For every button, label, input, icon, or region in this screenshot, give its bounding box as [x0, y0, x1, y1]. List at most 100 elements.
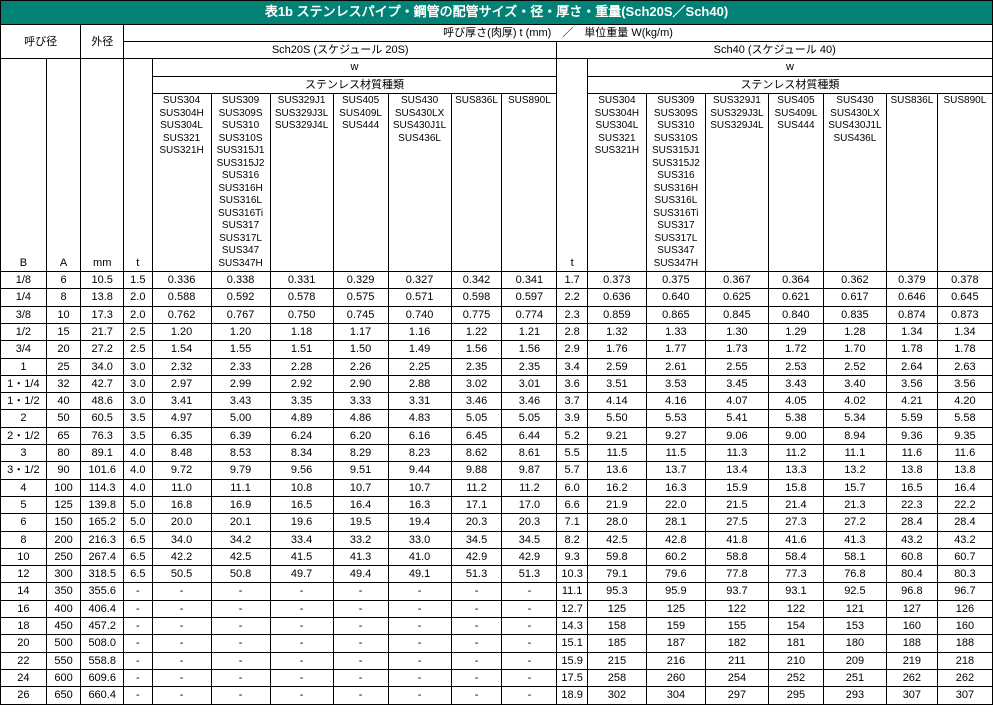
cell: 355.6 [81, 583, 124, 600]
cell: 1.51 [270, 341, 333, 358]
cell: - [502, 652, 557, 669]
mat-col: SUS329J1 SUS329J3L SUS329J4L [705, 94, 768, 272]
cell: 5.0 [124, 496, 152, 513]
cell: 0.367 [705, 272, 768, 289]
cell: 2.0 [124, 306, 152, 323]
table-row: 18450457.2--------14.3158159155154153160… [1, 618, 993, 635]
cell: 13.8 [937, 462, 992, 479]
cell: - [451, 669, 502, 686]
cell: 8.23 [388, 445, 451, 462]
cell: 80.3 [937, 566, 992, 583]
cell: 13.3 [768, 462, 823, 479]
mat-col: SUS430 SUS430LX SUS430J1L SUS436L [823, 94, 886, 272]
cell: 125 [646, 600, 705, 617]
cell: 0.375 [646, 272, 705, 289]
cell: - [211, 600, 270, 617]
cell: 11.2 [451, 479, 502, 496]
cell: 0.364 [768, 272, 823, 289]
cell: 2.35 [502, 358, 557, 375]
cell: 96.7 [937, 583, 992, 600]
cell: 0.327 [388, 272, 451, 289]
cell: 400 [46, 600, 81, 617]
cell: 101.6 [81, 462, 124, 479]
cell: 20 [46, 341, 81, 358]
cell: 307 [937, 687, 992, 704]
cell: 181 [768, 635, 823, 652]
cell: - [333, 669, 388, 686]
cell: 41.3 [333, 548, 388, 565]
cell: - [211, 583, 270, 600]
cell: 11.6 [886, 445, 937, 462]
cell: - [451, 618, 502, 635]
cell: 252 [768, 669, 823, 686]
cell: 3・1/2 [1, 462, 47, 479]
cell: 11.5 [587, 445, 646, 462]
cell: 5.38 [768, 410, 823, 427]
cell: 3.4 [557, 358, 588, 375]
cell: 0.588 [152, 289, 211, 306]
cell: 1.54 [152, 341, 211, 358]
cell: 16.9 [211, 496, 270, 513]
cell: - [333, 583, 388, 600]
cell: 1.77 [646, 341, 705, 358]
cell: 550 [46, 652, 81, 669]
cell: - [333, 687, 388, 704]
cell: 34.0 [81, 358, 124, 375]
cell: 1.16 [388, 323, 451, 340]
cell: 1/2 [1, 323, 47, 340]
cell: 0.774 [502, 306, 557, 323]
cell: - [502, 583, 557, 600]
cell: 1.56 [502, 341, 557, 358]
cell: - [502, 600, 557, 617]
cell: 22.0 [646, 496, 705, 513]
cell: 16.2 [587, 479, 646, 496]
cell: 126 [937, 600, 992, 617]
cell: 8.29 [333, 445, 388, 462]
cell: 211 [705, 652, 768, 669]
table-row: 26650660.4--------18.9302304297295293307… [1, 687, 993, 704]
cell: 1.7 [557, 272, 588, 289]
cell: 4.02 [823, 393, 886, 410]
cell: 42.9 [451, 548, 502, 565]
cell: 41.6 [768, 531, 823, 548]
table-row: 20500508.0--------15.1185187182181180188… [1, 635, 993, 652]
table-row: 3・1/290101.64.09.729.799.569.519.449.889… [1, 462, 993, 479]
cell: 1/8 [1, 272, 47, 289]
cell: 9.79 [211, 462, 270, 479]
cell: 33.2 [333, 531, 388, 548]
cell: - [152, 618, 211, 635]
cell: - [451, 687, 502, 704]
cell: 2.35 [451, 358, 502, 375]
cell: 5.58 [937, 410, 992, 427]
cell: 0.575 [333, 289, 388, 306]
cell: - [152, 652, 211, 669]
cell: 1.34 [886, 323, 937, 340]
table-row: 12534.03.02.322.332.282.262.252.352.353.… [1, 358, 993, 375]
cell: - [451, 652, 502, 669]
cell: 80 [46, 445, 81, 462]
cell: 8 [46, 289, 81, 306]
cell: 1.22 [451, 323, 502, 340]
cell: 1 [1, 358, 47, 375]
cell: 34.2 [211, 531, 270, 548]
cell: - [270, 635, 333, 652]
cell: 2.0 [124, 289, 152, 306]
table-title: 表1b ステンレスパイプ・鋼管の配管サイズ・径・厚さ・重量(Sch20S／Sch… [1, 1, 993, 25]
cell: 48.6 [81, 393, 124, 410]
cell: 22 [1, 652, 47, 669]
cell: 6.5 [124, 531, 152, 548]
cell: - [333, 618, 388, 635]
header-B: B [1, 59, 47, 272]
cell: 0.341 [502, 272, 557, 289]
cell: 20.3 [502, 514, 557, 531]
cell: 11.1 [557, 583, 588, 600]
cell: 0.373 [587, 272, 646, 289]
cell: 127 [886, 600, 937, 617]
cell: 10.8 [270, 479, 333, 496]
cell: 2・1/2 [1, 427, 47, 444]
cell: 4.83 [388, 410, 451, 427]
cell: - [211, 652, 270, 669]
cell: - [124, 669, 152, 686]
cell: 0.762 [152, 306, 211, 323]
cell: 27.5 [705, 514, 768, 531]
